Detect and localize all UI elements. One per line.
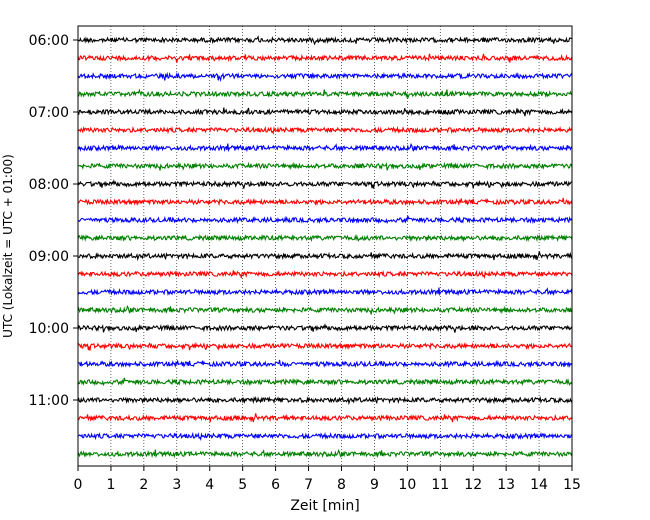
y-tick-label-20: 11:00	[29, 393, 69, 409]
y-tick-label-4: 07:00	[29, 105, 69, 121]
trace-row-8	[77, 179, 573, 189]
plot-frame	[77, 25, 573, 467]
x-ticks-layer: 0 1 2 3 4 5 6 7 8 9 10 11 12 13 14 15	[74, 466, 581, 493]
x-tick-label-0: 0	[74, 477, 83, 493]
trace-row-4	[77, 107, 573, 117]
trace-row-13	[77, 269, 573, 279]
trace-row-22	[77, 431, 573, 441]
x-tick-label-1: 1	[106, 477, 115, 493]
y-tick-label-16: 10:00	[29, 321, 69, 337]
x-tick-label-7: 7	[304, 477, 313, 493]
x-tick-label-13: 13	[497, 477, 515, 493]
trace-row-1	[77, 53, 573, 63]
trace-row-0	[77, 35, 573, 46]
trace-row-21	[77, 413, 573, 423]
x-axis-label: Zeit [min]	[290, 498, 359, 514]
trace-row-9	[77, 197, 573, 207]
x-tick-label-3: 3	[172, 477, 181, 493]
trace-row-15	[77, 304, 573, 315]
trace-row-3	[77, 88, 573, 99]
trace-row-17	[77, 341, 573, 351]
trace-row-23	[77, 448, 573, 459]
x-tick-label-8: 8	[337, 477, 346, 493]
trace-row-5	[77, 125, 573, 135]
x-tick-label-14: 14	[530, 477, 548, 493]
trace-row-10	[77, 215, 573, 225]
y-axis-label: UTC (Lokalzeit = UTC + 01:00)	[1, 154, 15, 338]
y-tick-label-8: 08:00	[29, 177, 69, 193]
x-tick-label-9: 9	[370, 477, 379, 493]
x-tick-label-10: 10	[398, 477, 416, 493]
traces-layer	[77, 35, 573, 459]
trace-row-7	[77, 161, 573, 171]
x-tick-label-4: 4	[205, 477, 214, 493]
trace-row-14	[77, 287, 573, 297]
x-tick-label-11: 11	[431, 477, 449, 493]
trace-row-20	[77, 395, 573, 406]
x-tick-label-6: 6	[271, 477, 280, 493]
y-tick-label-12: 09:00	[29, 249, 69, 265]
trace-row-16	[77, 323, 573, 333]
x-tick-label-2: 2	[139, 477, 148, 493]
trace-row-2	[77, 71, 573, 83]
trace-row-19	[77, 377, 573, 387]
trace-row-18	[77, 359, 573, 369]
x-tick-label-5: 5	[238, 477, 247, 493]
y-ticks-layer: 06:00 07:00 08:00 09:00 10:00 11:00	[29, 33, 78, 409]
x-tick-label-15: 15	[563, 477, 581, 493]
y-tick-label-0: 06:00	[29, 33, 69, 49]
trace-row-6	[77, 142, 573, 153]
trace-row-11	[77, 233, 573, 243]
x-tick-label-12: 12	[464, 477, 482, 493]
trace-row-12	[77, 251, 573, 262]
grid-layer	[110, 26, 540, 466]
